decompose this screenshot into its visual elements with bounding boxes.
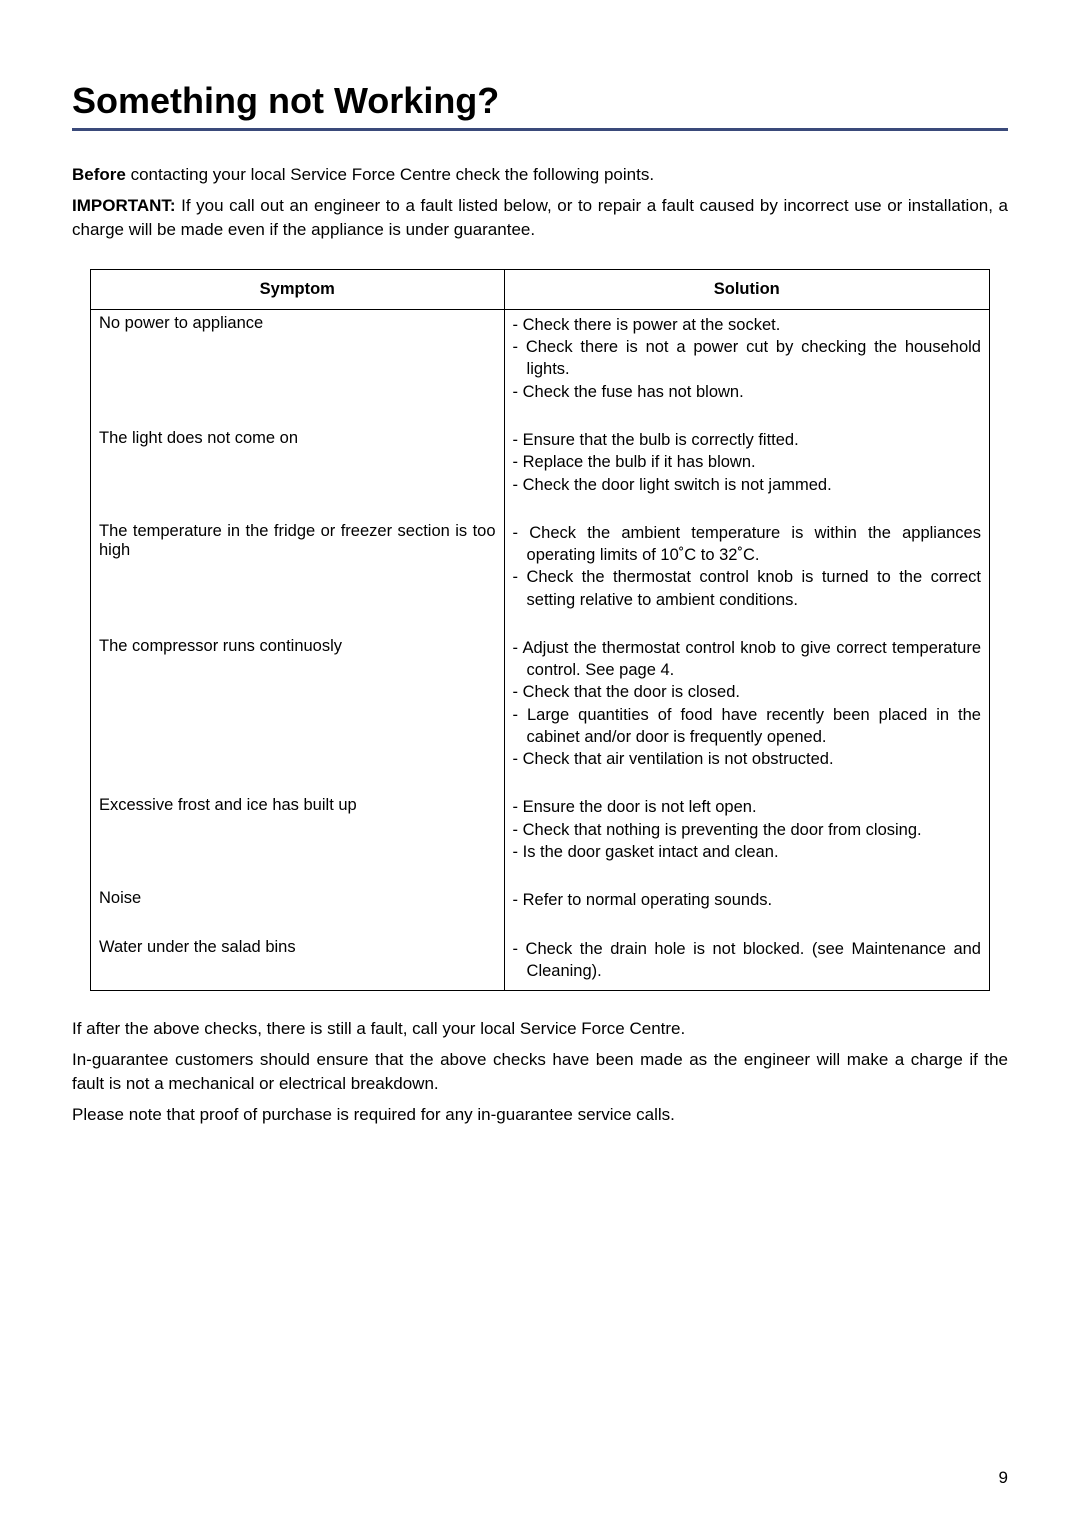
before-rest: contacting your local Service Force Cent… [126,165,654,184]
symptom-cell: Noise [91,885,505,919]
intro-block: Before contacting your local Service For… [72,163,1008,243]
solution-item: Check that the door is closed. [513,681,981,703]
symptom-cell: The compressor runs continuosly [91,633,505,779]
solution-item: Check the ambient temperature is within … [513,522,981,567]
solution-item: Check there is not a power cut by checki… [513,336,981,381]
solution-cell: Check there is power at the socket.Check… [504,309,989,411]
table-row: The temperature in the fridge or freezer… [91,518,990,619]
solution-item: Check the fuse has not blown. [513,381,981,403]
solution-item: Check the drain hole is not blocked. (se… [513,938,981,983]
solution-list: Check the drain hole is not blocked. (se… [513,938,981,983]
symptom-cell: No power to appliance [91,309,505,411]
solution-cell: Ensure that the bulb is correctly fitted… [504,425,989,504]
symptom-cell: The light does not come on [91,425,505,504]
intro-before: Before contacting your local Service For… [72,163,1008,188]
row-spacer [91,619,990,633]
outro-paragraph: Please note that proof of purchase is re… [72,1103,1008,1128]
solution-cell: Adjust the thermostat control knob to gi… [504,633,989,779]
outro-block: If after the above checks, there is stil… [72,1017,1008,1128]
row-spacer [91,411,990,425]
table-row: Noise Refer to normal operating sounds. [91,885,990,919]
outro-paragraph: If after the above checks, there is stil… [72,1017,1008,1042]
solution-list: Ensure that the bulb is correctly fitted… [513,429,981,496]
solution-item: Check there is power at the socket. [513,314,981,336]
solution-item: Ensure the door is not left open. [513,796,981,818]
solution-item: Ensure that the bulb is correctly fitted… [513,429,981,451]
table-header-row: Symptom Solution [91,269,990,309]
symptom-cell: The temperature in the fridge or freezer… [91,518,505,619]
solution-item: Adjust the thermostat control knob to gi… [513,637,981,682]
solution-cell: Check the drain hole is not blocked. (se… [504,934,989,991]
row-spacer [91,871,990,885]
solution-list: Check the ambient temperature is within … [513,522,981,611]
important-rest: If you call out an engineer to a fault l… [72,196,1008,240]
intro-important: IMPORTANT: If you call out an engineer t… [72,194,1008,243]
row-spacer [91,778,990,792]
row-spacer [91,920,990,934]
page-title: Something not Working? [72,80,1008,131]
solution-cell: Check the ambient temperature is within … [504,518,989,619]
solution-item: Check the thermostat control knob is tur… [513,566,981,611]
outro-paragraph: In-guarantee customers should ensure tha… [72,1048,1008,1097]
solution-cell: Refer to normal operating sounds. [504,885,989,919]
table-row: Water under the salad binsCheck the drai… [91,934,990,991]
symptom-cell: Water under the salad bins [91,934,505,991]
before-bold: Before [72,165,126,184]
table-row: Excessive frost and ice has built upEnsu… [91,792,990,871]
page-number: 9 [999,1468,1008,1488]
solution-list: Adjust the thermostat control knob to gi… [513,637,981,771]
solution-cell: Ensure the door is not left open.Check t… [504,792,989,871]
solution-item: Is the door gasket intact and clean. [513,841,981,863]
table-row: The compressor runs continuoslyAdjust th… [91,633,990,779]
row-spacer [91,504,990,518]
solution-item: Check the door light switch is not jamme… [513,474,981,496]
solution-item: Check that nothing is preventing the doo… [513,819,981,841]
header-solution: Solution [504,269,989,309]
header-symptom: Symptom [91,269,505,309]
solution-item: Refer to normal operating sounds. [513,889,981,911]
solution-item: Replace the bulb if it has blown. [513,451,981,473]
solution-item: Large quantities of food have recently b… [513,704,981,749]
troubleshooting-table: Symptom Solution No power to applianceCh… [90,269,990,991]
solution-list: Refer to normal operating sounds. [513,889,981,911]
table-row: The light does not come on Ensure that th… [91,425,990,504]
solution-item: Check that air ventilation is not obstru… [513,748,981,770]
symptom-cell: Excessive frost and ice has built up [91,792,505,871]
solution-list: Ensure the door is not left open.Check t… [513,796,981,863]
solution-list: Check there is power at the socket.Check… [513,314,981,403]
table-row: No power to applianceCheck there is powe… [91,309,990,411]
important-bold: IMPORTANT: [72,196,176,215]
